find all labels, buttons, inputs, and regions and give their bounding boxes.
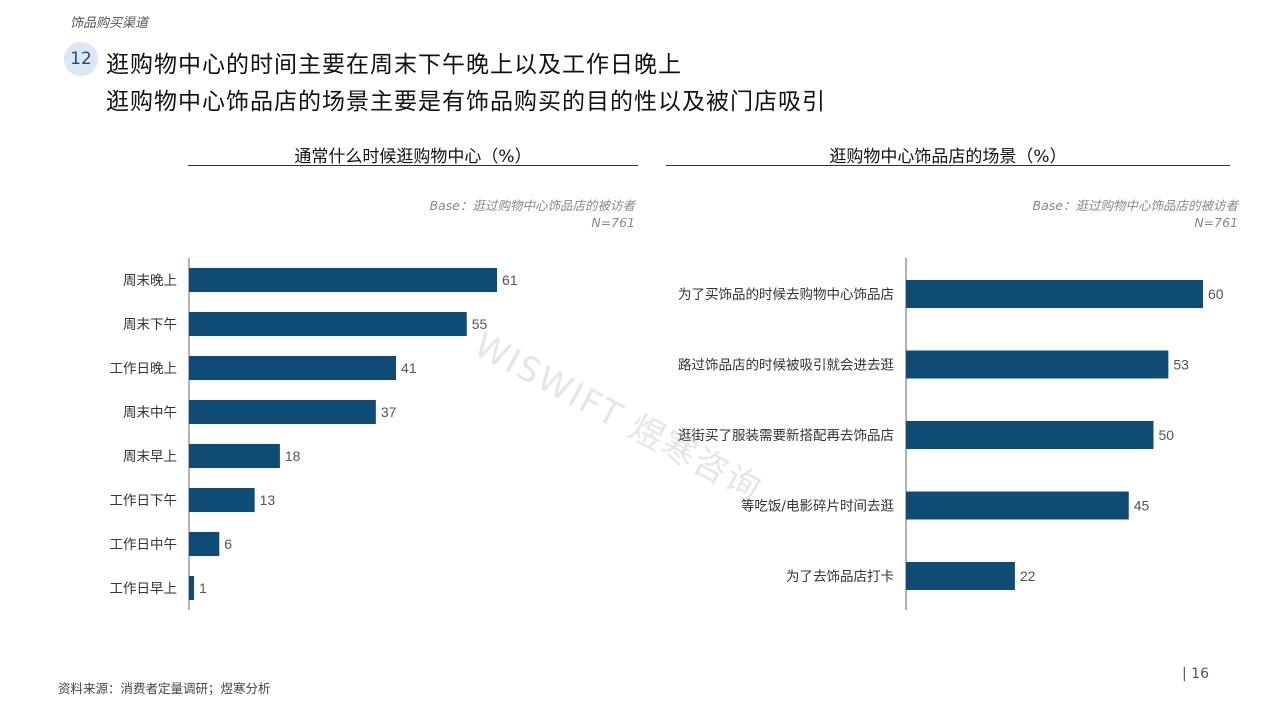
- right-value-label-0: 60: [1208, 286, 1224, 302]
- left-bar-1: [189, 312, 467, 336]
- slide-number-badge: 12: [64, 42, 98, 76]
- left-category-label-5: 工作日下午: [110, 493, 178, 509]
- left-base-note: Base：逛过购物中心饰品店的被访者 N=761: [430, 197, 635, 231]
- left-value-label-1: 55: [472, 316, 488, 332]
- left-chart-title: 通常什么时候逛购物中心（%）: [294, 147, 532, 167]
- left-value-label-4: 18: [285, 448, 301, 464]
- left-category-label-0: 周末晚上: [123, 273, 177, 289]
- left-base-line1: Base：逛过购物中心饰品店的被访者: [429, 198, 635, 213]
- left-bar-6: [189, 532, 220, 556]
- right-value-label-3: 45: [1134, 498, 1150, 514]
- page-number: | 16: [1182, 666, 1209, 682]
- right-category-label-0: 为了买饰品的时候去购物中心饰品店: [678, 287, 894, 303]
- right-title-rule: [666, 165, 1230, 166]
- headline-line-1: 逛购物中心的时间主要在周末下午晚上以及工作日晚上: [106, 52, 682, 78]
- left-bar-4: [189, 444, 280, 468]
- left-value-label-5: 13: [260, 492, 276, 508]
- right-bar-2: [906, 421, 1154, 449]
- right-category-label-2: 逛街买了服装需要新搭配再去饰品店: [678, 428, 894, 444]
- section-tag: 饰品购买渠道: [70, 16, 149, 31]
- right-bar-3: [906, 491, 1129, 520]
- left-bar-3: [189, 400, 376, 424]
- right-category-label-3: 等吃饭/电影碎片时间去逛: [741, 498, 894, 515]
- left-bar-5: [189, 488, 255, 512]
- headline-line-2: 逛购物中心饰品店的场景主要是有饰品购买的目的性以及被门店吸引: [106, 89, 826, 115]
- left-bar-7: [189, 576, 195, 600]
- left-category-label-6: 工作日中午: [110, 537, 178, 553]
- left-base-line2: N=761: [591, 215, 635, 230]
- left-category-label-4: 周末早上: [123, 449, 177, 465]
- left-value-label-7: 1: [199, 580, 207, 596]
- right-bar-0: [906, 280, 1203, 308]
- left-value-label-6: 6: [224, 536, 232, 552]
- left-category-label-2: 工作日晚上: [110, 361, 178, 377]
- right-value-label-1: 53: [1173, 357, 1189, 373]
- source-note: 资料来源：消费者定量调研；煜寒分析: [58, 681, 271, 696]
- left-category-label-3: 周末中午: [123, 405, 177, 421]
- left-value-label-3: 37: [381, 404, 397, 420]
- right-chart-title: 逛购物中心饰品店的场景（%）: [829, 147, 1067, 167]
- left-title-rule: [188, 165, 638, 166]
- left-bar-0: [189, 268, 498, 292]
- right-category-label-1: 路过饰品店的时候被吸引就会进去逛: [678, 358, 894, 374]
- right-bar-1: [906, 350, 1169, 379]
- right-base-line1: Base：逛过购物中心饰品店的被访者: [1032, 198, 1238, 213]
- right-bar-4: [906, 562, 1015, 590]
- right-base-note: Base：逛过购物中心饰品店的被访者 N=761: [1033, 197, 1238, 231]
- left-value-label-2: 41: [401, 360, 417, 376]
- left-bar-2: [189, 356, 397, 380]
- left-category-label-7: 工作日早上: [110, 581, 178, 597]
- right-base-line2: N=761: [1194, 215, 1238, 230]
- left-category-label-1: 周末下午: [123, 317, 177, 333]
- right-value-label-4: 22: [1020, 568, 1036, 584]
- left-value-label-0: 61: [502, 272, 518, 288]
- right-value-label-2: 50: [1159, 427, 1175, 443]
- right-category-label-4: 为了去饰品店打卡: [786, 568, 894, 585]
